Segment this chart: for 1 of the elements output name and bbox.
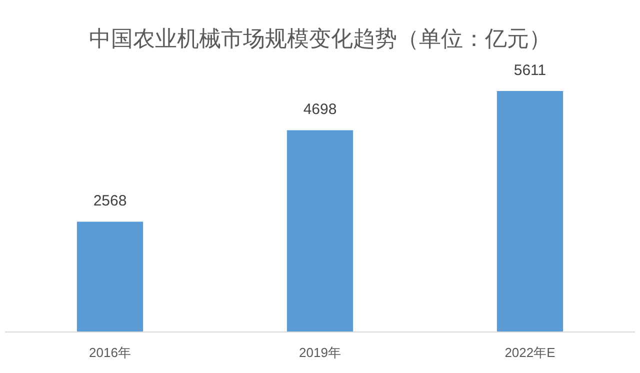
- title: 中国农业机械市场规模变化趋势（单位：亿元）: [89, 26, 551, 51]
